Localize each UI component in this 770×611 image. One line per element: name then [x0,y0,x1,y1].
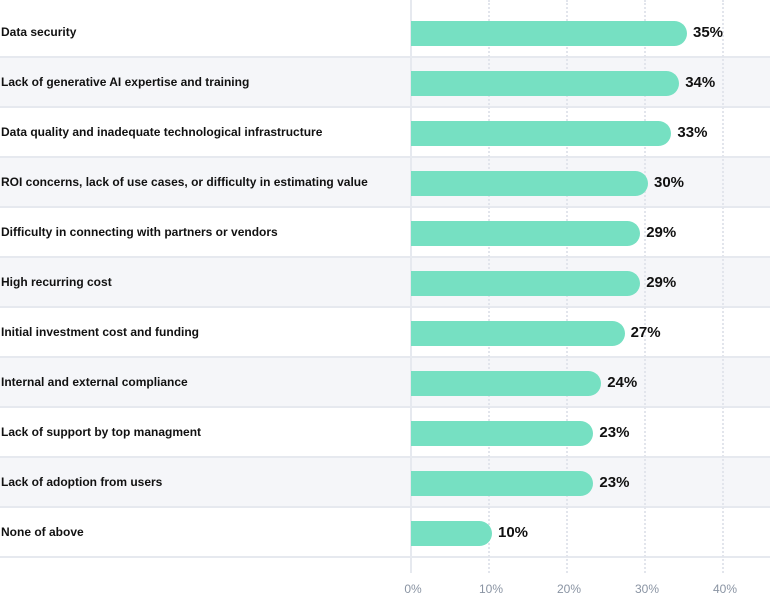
table-row [0,508,770,558]
bar [411,221,641,246]
category-label: Data quality and inadequate technologica… [1,125,323,139]
table-row [0,108,770,158]
category-label: Initial investment cost and funding [1,325,200,339]
bar [411,421,594,446]
table-row [0,8,770,58]
table-row [0,58,770,108]
gridline [722,0,724,573]
value-label: 24% [607,374,638,391]
gridline [644,0,646,573]
bar [411,21,687,46]
x-tick-label: 0% [404,582,422,596]
category-label: Lack of adoption from users [1,475,163,489]
value-label: 10% [498,524,529,541]
bar [411,321,625,346]
bar [411,471,594,496]
value-label: 23% [599,474,630,491]
bar [411,121,672,146]
table-row [0,458,770,508]
value-label: 33% [677,124,708,141]
category-label: None of above [1,525,84,539]
bar [411,271,641,296]
category-label: Internal and external compliance [1,375,188,389]
category-label: Difficulty in connecting with partners o… [1,225,278,239]
value-label: 29% [646,274,677,291]
x-tick-label: 40% [712,582,738,596]
table-row [0,408,770,458]
table-row [0,308,770,358]
category-label: Lack of support by top managment [1,425,202,439]
category-label: ROI concerns, lack of use cases, or diff… [1,175,368,189]
bar [411,171,648,196]
x-tick-label: 30% [634,582,660,596]
table-row [0,258,770,308]
bar [411,521,492,546]
value-label: 34% [685,74,716,91]
value-label: 29% [646,224,677,241]
bar [411,371,602,396]
category-label: Data security [1,25,77,39]
value-label: 30% [654,174,685,191]
x-tick-label: 10% [478,582,504,596]
value-label: 35% [693,24,724,41]
x-tick-label: 20% [556,582,582,596]
value-label: 27% [630,324,661,341]
table-row [0,358,770,408]
category-label: High recurring cost [1,275,112,289]
table-row [0,208,770,258]
category-label: Lack of generative AI expertise and trai… [1,75,250,89]
value-label: 23% [599,424,630,441]
bar [411,71,680,96]
